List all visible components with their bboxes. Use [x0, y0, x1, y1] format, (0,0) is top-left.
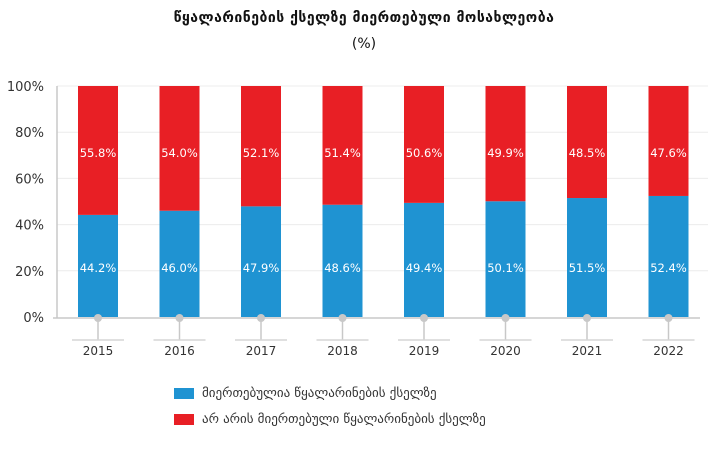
legend-label: მიერთებულია წყალარინების ქსელზე	[202, 386, 437, 401]
bar-connected	[567, 198, 607, 317]
bar-not-connected	[159, 86, 200, 211]
tick-dot	[664, 314, 673, 322]
bar-not-connected	[322, 86, 363, 205]
data-label: 47.9%	[243, 261, 280, 275]
bar-connected	[159, 210, 200, 317]
data-label: 50.1%	[487, 261, 524, 275]
y-tick-label: 20%	[15, 265, 44, 280]
bar-not-connected	[78, 86, 118, 215]
data-label: 52.4%	[650, 261, 687, 275]
legend-item-connected: მიერთებულია წყალარინების ქსელზე	[174, 386, 437, 401]
y-tick-label: 0%	[23, 311, 44, 326]
data-label: 51.4%	[324, 146, 361, 160]
tick-dot	[257, 314, 265, 322]
x-tick-label: 2020	[490, 344, 521, 358]
tick-dot	[94, 314, 102, 322]
legend-item-not-connected: არ არის მიერთებული წყალარინების ქსელზე	[174, 412, 486, 427]
data-label: 54.0%	[161, 146, 198, 160]
bar-connected	[648, 195, 689, 317]
data-label: 50.6%	[406, 146, 443, 160]
data-label: 49.4%	[406, 261, 443, 275]
data-label: 49.9%	[487, 146, 524, 160]
bar-not-connected	[567, 86, 607, 199]
x-tick-label: 2017	[246, 344, 277, 358]
x-tick-label: 2021	[572, 344, 603, 358]
y-tick-label: 80%	[15, 126, 44, 141]
bar-not-connected	[648, 86, 689, 196]
x-tick-label: 2018	[327, 344, 358, 358]
tick-dot	[175, 314, 184, 322]
y-tick-label: 40%	[15, 219, 44, 234]
legend-label: არ არის მიერთებული წყალარინების ქსელზე	[202, 412, 486, 427]
x-tick-label: 2015	[83, 344, 114, 358]
data-label: 48.6%	[324, 261, 361, 275]
legend-swatch-blue	[174, 388, 194, 399]
bar-connected	[404, 202, 444, 317]
tick-dot	[501, 314, 510, 322]
chart-title: წყალარინების ქსელზე მიერთებული მოსახლეობ…	[173, 10, 555, 26]
bar-connected	[485, 201, 526, 317]
y-tick-label: 60%	[15, 172, 44, 187]
tick-dot	[583, 314, 591, 322]
x-tick-label: 2022	[653, 344, 684, 358]
bar-connected	[241, 206, 281, 317]
chart-subtitle: (%)	[351, 36, 377, 52]
data-label: 46.0%	[161, 261, 198, 275]
x-tick-label: 2019	[409, 344, 440, 358]
data-label: 44.2%	[80, 261, 117, 275]
bar-connected	[78, 214, 118, 317]
data-label: 48.5%	[569, 146, 606, 160]
data-label: 52.1%	[243, 146, 280, 160]
tick-dot	[338, 314, 347, 322]
y-tick-label: 100%	[7, 80, 44, 95]
x-tick-label: 2016	[164, 344, 195, 358]
data-label: 47.6%	[650, 146, 687, 160]
data-label: 51.5%	[569, 261, 606, 275]
bar-not-connected	[241, 86, 281, 207]
bar-not-connected	[485, 86, 526, 202]
legend-swatch-red	[174, 414, 194, 425]
data-label: 55.8%	[80, 146, 117, 160]
tick-dot	[420, 314, 428, 322]
bar-not-connected	[404, 86, 444, 203]
bar-connected	[322, 204, 363, 317]
